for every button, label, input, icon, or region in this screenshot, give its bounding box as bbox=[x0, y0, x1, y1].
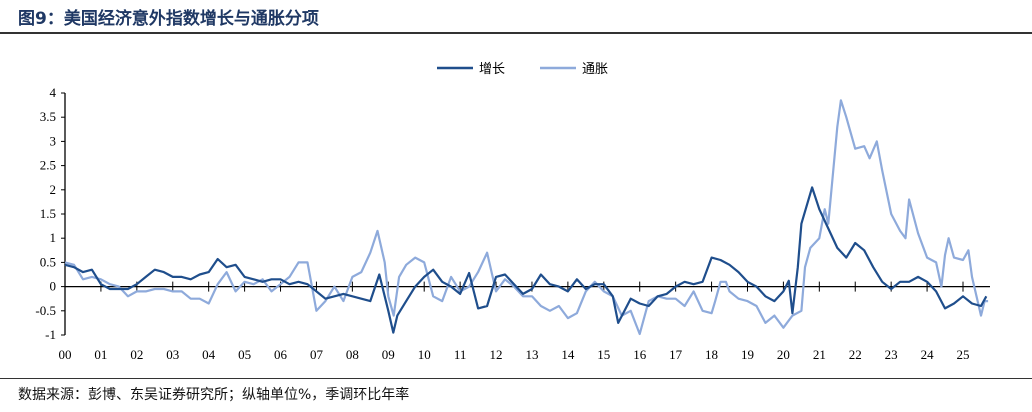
x-tick-label: 11 bbox=[454, 347, 467, 362]
x-tick-label: 01 bbox=[94, 347, 107, 362]
x-tick-label: 19 bbox=[741, 347, 754, 362]
y-tick-label: 1.5 bbox=[40, 206, 56, 221]
x-tick-label: 20 bbox=[777, 347, 790, 362]
y-tick-label: 4 bbox=[50, 85, 57, 100]
x-tick-label: 04 bbox=[202, 347, 216, 362]
y-tick-label: 3 bbox=[50, 133, 57, 148]
x-tick-label: 07 bbox=[310, 347, 324, 362]
x-tick-label: 10 bbox=[418, 347, 431, 362]
x-tick-label: 18 bbox=[705, 347, 718, 362]
series-lines bbox=[64, 99, 989, 336]
legend: 增长 通胀 bbox=[437, 62, 608, 77]
legend-label: 通胀 bbox=[582, 62, 608, 77]
y-tick-label: 3.5 bbox=[40, 109, 56, 124]
x-tick-label: 12 bbox=[490, 347, 503, 362]
x-tick-label: 00 bbox=[59, 347, 72, 362]
x-tick-label: 17 bbox=[669, 347, 683, 362]
y-tick-label: 1 bbox=[50, 230, 57, 245]
source-divider bbox=[0, 378, 1032, 379]
series-line-growth bbox=[64, 186, 988, 334]
y-tick-label: 2.5 bbox=[40, 158, 56, 173]
x-tick-label: 02 bbox=[130, 347, 143, 362]
x-tick-label: 15 bbox=[597, 347, 610, 362]
source-note: 数据来源：彭博、东吴证券研究所；纵轴单位%，季调环比年率 bbox=[18, 387, 410, 403]
y-axis: 4 3.5 3 2.5 2 1.5 1 0.5 0 -0.5 -1 bbox=[35, 85, 66, 342]
y-tick-label: -1 bbox=[45, 327, 56, 342]
x-tick-label: 25 bbox=[957, 347, 970, 362]
x-tick-label: 05 bbox=[238, 347, 251, 362]
x-tick-label: 22 bbox=[849, 347, 862, 362]
legend-label: 增长 bbox=[479, 62, 505, 77]
x-tick-label: 16 bbox=[633, 347, 647, 362]
title-divider bbox=[0, 32, 1032, 34]
x-tick-label: 06 bbox=[274, 347, 288, 362]
x-tick-label: 09 bbox=[382, 347, 395, 362]
x-tick-label: 14 bbox=[561, 347, 575, 362]
x-tick-label: 13 bbox=[525, 347, 538, 362]
y-tick-label: 0.5 bbox=[40, 254, 56, 269]
y-tick-label: 0 bbox=[50, 279, 57, 294]
x-tick-label: 24 bbox=[921, 347, 935, 362]
x-tick-label: 21 bbox=[813, 347, 826, 362]
series-line-inflation bbox=[64, 99, 989, 336]
x-axis: 00 01 02 03 04 05 06 07 08 09 10 11 12 13 14 15 16 17 18 19… bbox=[59, 281, 990, 362]
y-tick-label: -0.5 bbox=[35, 303, 56, 318]
x-tick-label: 08 bbox=[346, 347, 359, 362]
x-tick-label: 03 bbox=[166, 347, 179, 362]
x-tick-label: 23 bbox=[885, 347, 898, 362]
y-tick-label: 2 bbox=[50, 182, 57, 197]
line-chart: 增长 通胀 43.532.521.510.50-0.5-1 00 01 02 03 04 0… bbox=[35, 62, 990, 362]
figure-title: 图9：美国经济意外指数增长与通胀分项 bbox=[18, 9, 319, 29]
